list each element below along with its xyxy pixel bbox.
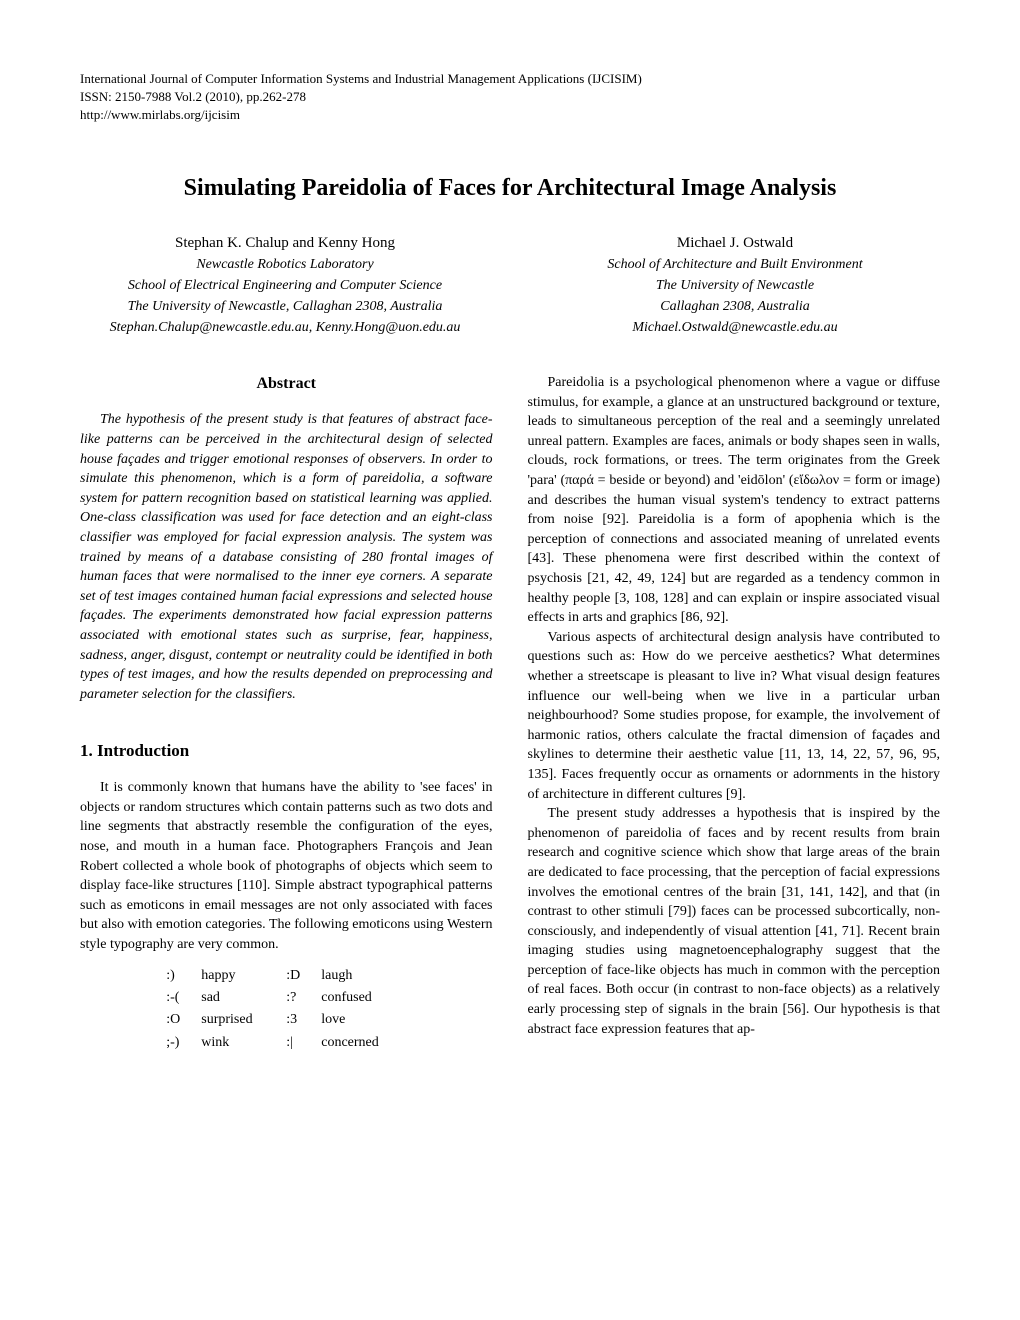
author-left-affil-0: Newcastle Robotics Laboratory xyxy=(80,254,490,275)
abstract-text: The hypothesis of the present study is t… xyxy=(80,410,493,704)
author-left-affil-3: Stephan.Chalup@newcastle.edu.au, Kenny.H… xyxy=(80,317,490,338)
header-line-1: International Journal of Computer Inform… xyxy=(80,70,940,88)
author-right-names: Michael J. Ostwald xyxy=(530,232,940,255)
author-right-affil-2: Callaghan 2308, Australia xyxy=(530,296,940,317)
right-column: Pareidolia is a psychological phenomenon… xyxy=(528,373,941,1054)
abstract-heading: Abstract xyxy=(80,373,493,395)
right-para-3: The present study addresses a hypothesis… xyxy=(528,804,941,1039)
author-right-block: Michael J. Ostwald School of Architectur… xyxy=(530,232,940,339)
author-left-affil-2: The University of Newcastle, Callaghan 2… xyxy=(80,296,490,317)
emoticon-label: happy xyxy=(201,965,286,987)
author-left-block: Stephan K. Chalup and Kenny Hong Newcast… xyxy=(80,232,490,339)
author-right-affil-0: School of Architecture and Built Environ… xyxy=(530,254,940,275)
emoticon-sym: ;-) xyxy=(166,1032,201,1054)
emoticon-label: laugh xyxy=(321,965,406,987)
journal-header: International Journal of Computer Inform… xyxy=(80,70,940,125)
author-left-names: Stephan K. Chalup and Kenny Hong xyxy=(80,232,490,255)
emoticon-label: surprised xyxy=(201,1009,286,1031)
emoticon-sym: :-( xyxy=(166,987,201,1009)
emoticon-sym: :? xyxy=(286,987,321,1009)
emoticon-sym: :O xyxy=(166,1009,201,1031)
content-columns: Abstract The hypothesis of the present s… xyxy=(80,373,940,1054)
emoticon-sym: :3 xyxy=(286,1009,321,1031)
paper-title: Simulating Pareidolia of Faces for Archi… xyxy=(80,175,940,202)
emoticon-label: love xyxy=(321,1009,406,1031)
left-column: Abstract The hypothesis of the present s… xyxy=(80,373,493,1054)
emoticon-label: wink xyxy=(201,1032,286,1054)
emoticon-label: concerned xyxy=(321,1032,406,1054)
intro-para-1: It is commonly known that humans have th… xyxy=(80,778,493,954)
emoticon-sym: :) xyxy=(166,965,201,987)
emoticon-table: :) happy :D laugh :-( sad :? confused :O… xyxy=(80,965,493,1055)
header-line-3: http://www.mirlabs.org/ijcisim xyxy=(80,106,940,124)
emoticon-label: sad xyxy=(201,987,286,1009)
author-right-affil-3: Michael.Ostwald@newcastle.edu.au xyxy=(530,317,940,338)
emoticon-sym: :D xyxy=(286,965,321,987)
author-left-affil-1: School of Electrical Engineering and Com… xyxy=(80,275,490,296)
introduction-heading: 1. Introduction xyxy=(80,739,493,763)
right-para-1: Pareidolia is a psychological phenomenon… xyxy=(528,373,941,628)
author-right-affil-1: The University of Newcastle xyxy=(530,275,940,296)
right-para-2: Various aspects of architectural design … xyxy=(528,628,941,804)
emoticon-sym: :| xyxy=(286,1032,321,1054)
header-line-2: ISSN: 2150-7988 Vol.2 (2010), pp.262-278 xyxy=(80,88,940,106)
emoticon-label: confused xyxy=(321,987,406,1009)
authors-block: Stephan K. Chalup and Kenny Hong Newcast… xyxy=(80,232,940,339)
